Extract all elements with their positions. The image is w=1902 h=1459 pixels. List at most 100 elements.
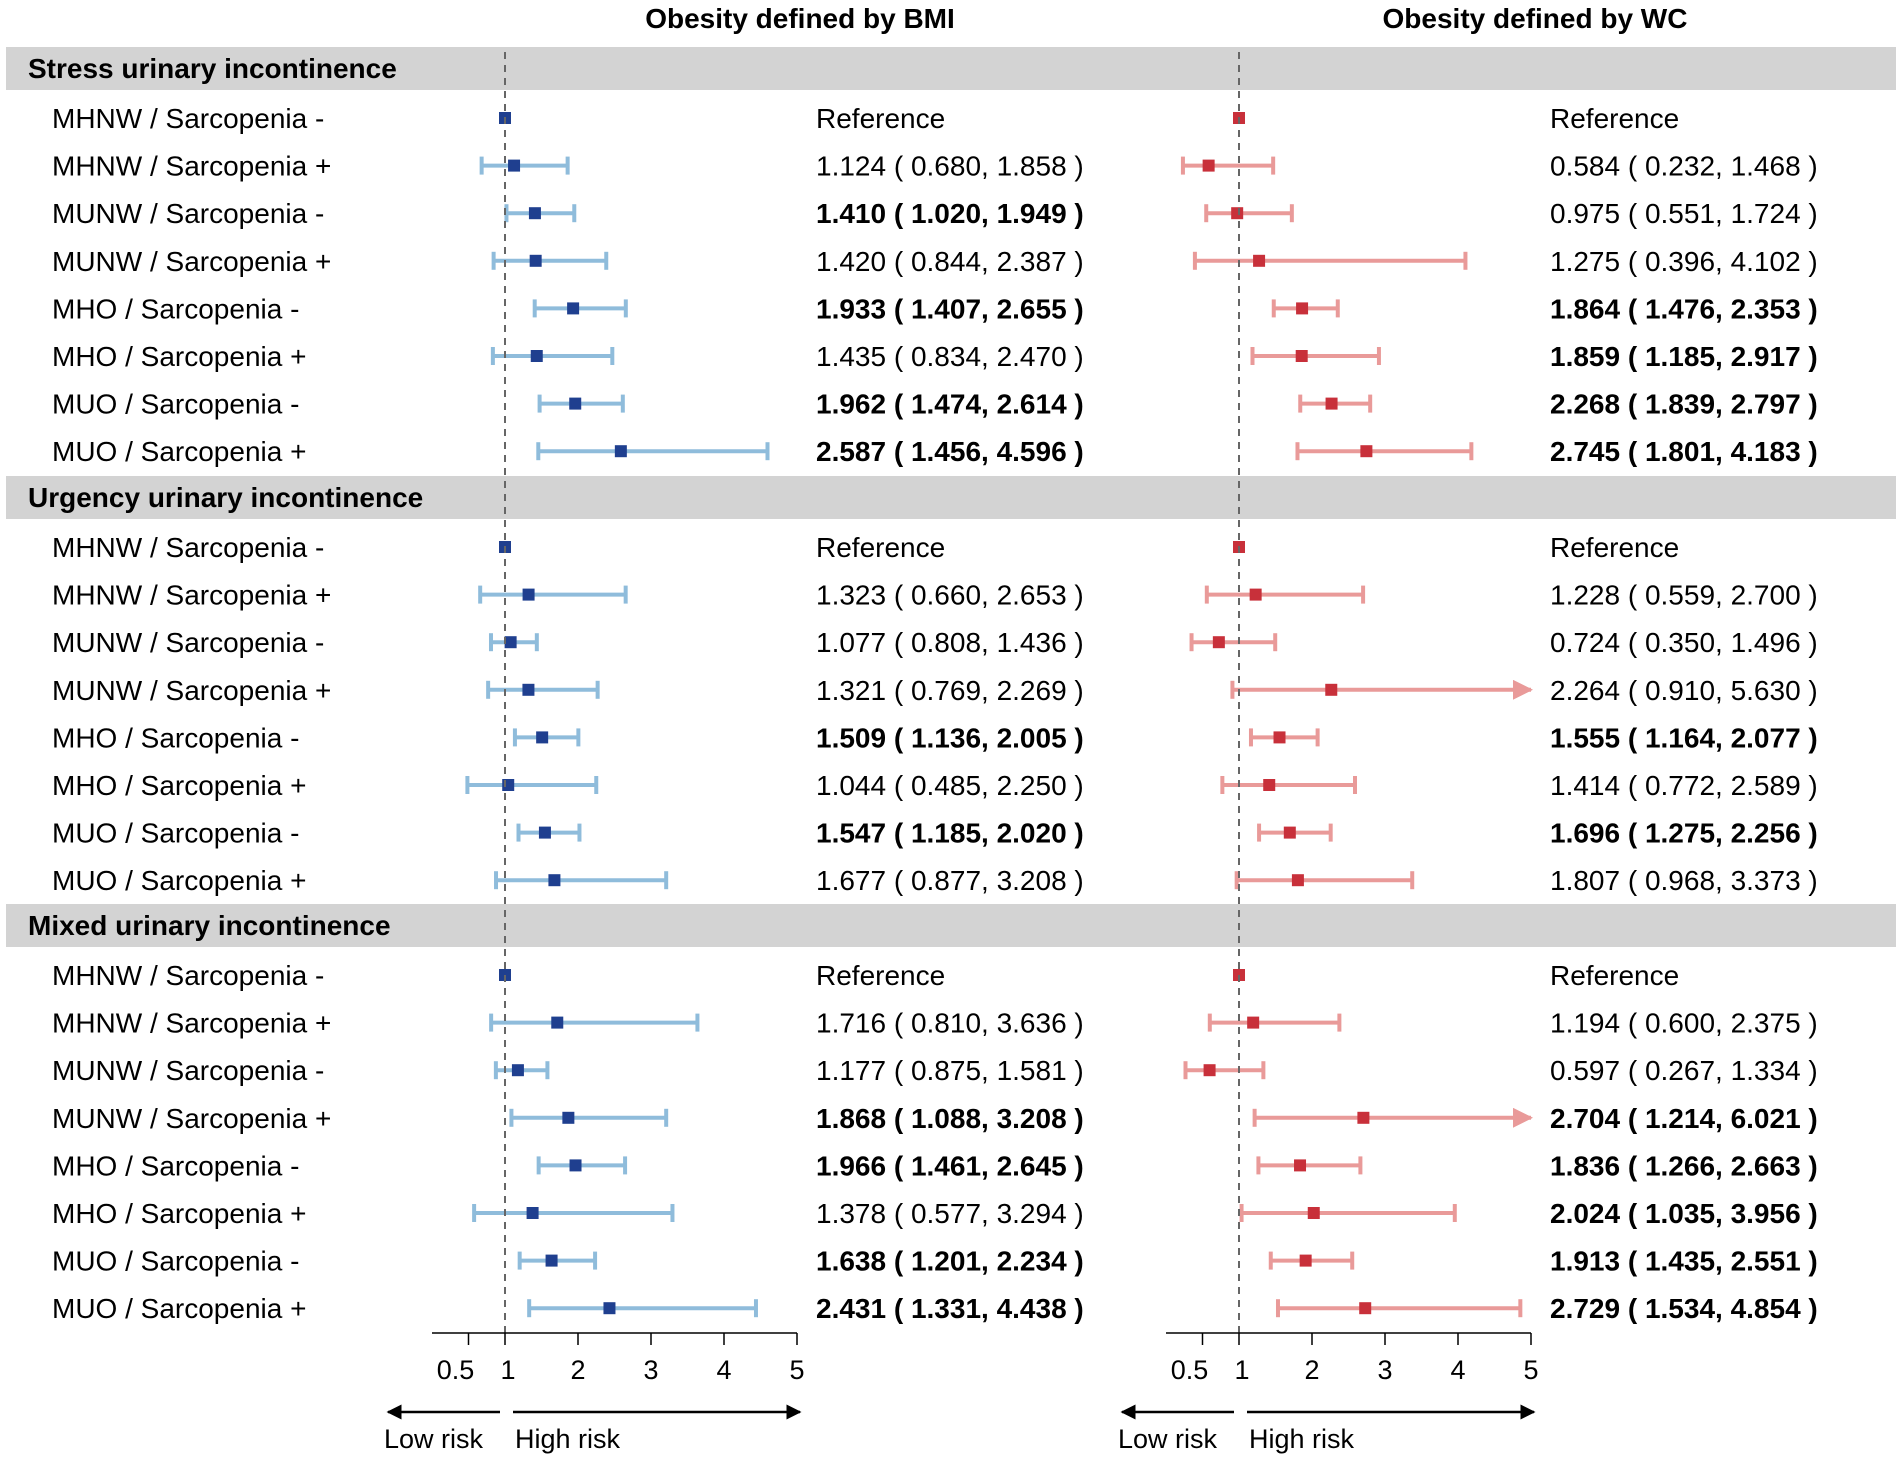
point-estimate (530, 350, 543, 362)
point-estimate (1249, 588, 1262, 601)
group-label: Stress urinary incontinence (28, 53, 397, 84)
point-estimate (1295, 350, 1308, 362)
point-estimate (1357, 1111, 1370, 1124)
estimate-text: 2.024 ( 1.035, 3.956 ) (1550, 1198, 1818, 1229)
point-estimate (569, 1159, 582, 1172)
x-tick-label: 0.5 (1171, 1355, 1209, 1385)
row-label: MHNW / Sarcopenia - (52, 103, 324, 134)
estimate-text: 2.268 ( 1.839, 2.797 ) (1550, 389, 1818, 420)
point-estimate (551, 1016, 564, 1029)
group-header-band (6, 47, 1896, 90)
estimate-text: 1.638 ( 1.201, 2.234 ) (816, 1246, 1084, 1277)
point-estimate (1283, 826, 1296, 839)
row-label: MHNW / Sarcopenia + (52, 580, 331, 611)
estimate-text: 1.378 ( 0.577, 3.294 ) (816, 1198, 1084, 1229)
estimate-text: 1.696 ( 1.275, 2.256 ) (1550, 818, 1818, 849)
estimate-text: 1.547 ( 1.185, 2.020 ) (816, 818, 1084, 849)
estimate-text: 1.177 ( 0.875, 1.581 ) (816, 1055, 1084, 1086)
row-label: MUO / Sarcopenia + (52, 865, 306, 896)
row-label: MHO / Sarcopenia + (52, 341, 306, 372)
estimate-text: 1.321 ( 0.769, 2.269 ) (816, 675, 1084, 706)
x-tick-label: 1 (1234, 1355, 1249, 1385)
estimate-text: Reference (1550, 103, 1679, 134)
row-label: MHNW / Sarcopenia + (52, 151, 331, 182)
group-header-band (6, 476, 1896, 519)
point-estimate (1231, 207, 1244, 220)
estimate-text: 1.410 ( 1.020, 1.949 ) (816, 198, 1084, 229)
low-risk-label: Low risk (384, 1424, 484, 1454)
x-tick-label: 1 (500, 1355, 515, 1385)
estimate-text: 1.323 ( 0.660, 2.653 ) (816, 580, 1084, 611)
point-estimate (526, 1207, 539, 1219)
estimate-text: 2.431 ( 1.331, 4.438 ) (816, 1293, 1084, 1324)
point-estimate (1307, 1207, 1320, 1219)
low-risk-label: Low risk (1118, 1424, 1218, 1454)
row-label: MUO / Sarcopenia - (52, 1246, 299, 1277)
x-tick-label: 3 (643, 1355, 658, 1385)
x-tick-label: 5 (1523, 1355, 1538, 1385)
estimate-text: 2.704 ( 1.214, 6.021 ) (1550, 1103, 1818, 1134)
row-label: MHO / Sarcopenia - (52, 1150, 299, 1181)
x-tick-label: 2 (1304, 1355, 1319, 1385)
estimate-text: 1.194 ( 0.600, 2.375 ) (1550, 1008, 1818, 1039)
estimate-text: 1.864 ( 1.476, 2.353 ) (1550, 293, 1818, 324)
x-tick-label: 2 (570, 1355, 585, 1385)
estimate-text: 0.724 ( 0.350, 1.496 ) (1550, 627, 1818, 658)
group-header-band (6, 904, 1896, 947)
point-estimate (538, 826, 551, 839)
x-tick-label: 0.5 (437, 1355, 475, 1385)
row-label: MHO / Sarcopenia + (52, 1198, 306, 1229)
point-estimate (522, 588, 535, 601)
estimate-text: 0.975 ( 0.551, 1.724 ) (1550, 198, 1818, 229)
point-estimate (508, 159, 521, 172)
point-estimate (504, 636, 517, 649)
estimate-text: 1.716 ( 0.810, 3.636 ) (816, 1008, 1084, 1039)
row-label: MUNW / Sarcopenia + (52, 1103, 331, 1134)
point-estimate (1359, 1302, 1372, 1315)
point-estimate (1325, 683, 1338, 696)
row-label: MHO / Sarcopenia - (52, 722, 299, 753)
point-estimate (522, 683, 535, 696)
point-estimate (1273, 731, 1286, 744)
x-tick-label: 3 (1377, 1355, 1392, 1385)
estimate-text: 1.677 ( 0.877, 3.208 ) (816, 865, 1084, 896)
row-label: MUNW / Sarcopenia - (52, 198, 324, 229)
estimate-text: 0.584 ( 0.232, 1.468 ) (1550, 151, 1818, 182)
point-estimate (1203, 1064, 1216, 1077)
row-label: MUNW / Sarcopenia + (52, 246, 331, 277)
row-label: MUO / Sarcopenia - (52, 818, 299, 849)
point-estimate (545, 1254, 558, 1267)
point-estimate (603, 1302, 616, 1315)
x-tick-label: 5 (789, 1355, 804, 1385)
point-estimate (536, 731, 549, 744)
estimate-text: Reference (816, 960, 945, 991)
estimate-text: 1.933 ( 1.407, 2.655 ) (816, 293, 1084, 324)
estimate-text: 1.868 ( 1.088, 3.208 ) (816, 1103, 1084, 1134)
point-estimate (548, 874, 561, 887)
x-tick-label: 4 (716, 1355, 731, 1385)
estimate-text: Reference (816, 103, 945, 134)
estimate-text: 1.913 ( 1.435, 2.551 ) (1550, 1246, 1818, 1277)
estimate-text: 1.044 ( 0.485, 2.250 ) (816, 770, 1084, 801)
panel-title-bmi: Obesity defined by BMI (645, 3, 955, 34)
estimate-text: 1.275 ( 0.396, 4.102 ) (1550, 246, 1818, 277)
point-estimate (1294, 1159, 1307, 1172)
estimate-text: 0.597 ( 0.267, 1.334 ) (1550, 1055, 1818, 1086)
row-label: MHNW / Sarcopenia + (52, 1008, 331, 1039)
estimate-text: 1.228 ( 0.559, 2.700 ) (1550, 580, 1818, 611)
point-estimate (528, 207, 541, 220)
estimate-text: 2.264 ( 0.910, 5.630 ) (1550, 675, 1818, 706)
point-estimate (1247, 1016, 1260, 1029)
row-label: MUNW / Sarcopenia - (52, 1055, 324, 1086)
estimate-text: 1.420 ( 0.844, 2.387 ) (816, 246, 1084, 277)
estimate-text: Reference (1550, 960, 1679, 991)
row-label: MHNW / Sarcopenia - (52, 532, 324, 563)
group-label: Mixed urinary incontinence (28, 910, 391, 941)
estimate-text: 2.729 ( 1.534, 4.854 ) (1550, 1293, 1818, 1324)
point-estimate (1253, 254, 1266, 267)
row-label: MHO / Sarcopenia + (52, 770, 306, 801)
point-estimate (1263, 779, 1276, 791)
high-risk-label: High risk (1249, 1424, 1355, 1454)
row-label: MHNW / Sarcopenia - (52, 960, 324, 991)
